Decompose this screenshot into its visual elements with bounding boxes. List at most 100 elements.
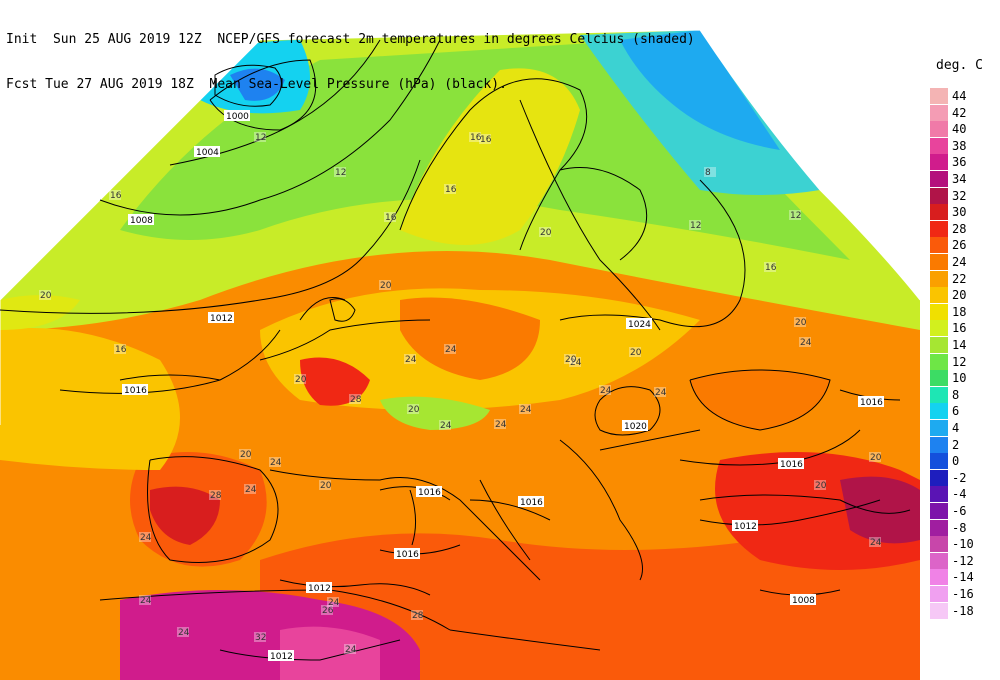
legend-item: 8 bbox=[928, 386, 998, 403]
legend-label: 0 bbox=[952, 454, 960, 469]
legend-label: 40 bbox=[952, 122, 967, 137]
temperature-contour-label: 16 bbox=[385, 213, 397, 223]
legend-label: 2 bbox=[952, 437, 960, 452]
temp-label-bg bbox=[704, 167, 716, 177]
legend-label: -4 bbox=[952, 487, 967, 502]
legend-label: 6 bbox=[952, 404, 960, 419]
temp-label-bg bbox=[254, 632, 266, 642]
legend-label: -8 bbox=[952, 520, 967, 535]
legend-item: 14 bbox=[928, 337, 998, 353]
header-init-line: Init Sun 25 AUG 2019 12Z NCEP/GFS foreca… bbox=[6, 32, 695, 47]
legend-label: -2 bbox=[952, 470, 967, 485]
temperature-contour-label: 28 bbox=[412, 611, 424, 621]
coastlines bbox=[99, 64, 911, 651]
svg-text:1016: 1016 bbox=[418, 488, 441, 498]
temp-label-bg bbox=[327, 597, 339, 607]
temp-label-bg bbox=[654, 387, 666, 397]
temperature-contour-label: 20 bbox=[815, 481, 827, 491]
legend-label: 8 bbox=[952, 387, 960, 402]
temperature-contour-label: 24 bbox=[405, 355, 417, 365]
legend-item: -18 bbox=[928, 602, 998, 619]
temp-label-bg bbox=[114, 344, 126, 354]
legend-item: -14 bbox=[928, 569, 998, 586]
legend-swatch bbox=[930, 220, 948, 237]
temperature-contour-label: 24 bbox=[600, 386, 612, 396]
legend-item: 2 bbox=[928, 436, 998, 453]
isobar-label: 1016 bbox=[858, 396, 884, 408]
legend-label: 38 bbox=[952, 138, 967, 153]
legend-swatch bbox=[930, 154, 948, 171]
legend-swatch bbox=[930, 503, 948, 519]
svg-text:1016: 1016 bbox=[780, 460, 803, 470]
temperature-contour-label: 24 bbox=[328, 598, 340, 608]
temp-label-bg bbox=[444, 184, 456, 194]
legend-label: -16 bbox=[952, 587, 974, 601]
svg-text:1016: 1016 bbox=[124, 386, 147, 396]
temperature-contour-label: 20 bbox=[320, 481, 332, 491]
legend-item: 40 bbox=[928, 121, 998, 138]
temperature-contour-label: 24 bbox=[245, 485, 257, 495]
temp-label-bg bbox=[349, 394, 361, 404]
temperature-contour-label: 24 bbox=[140, 596, 152, 606]
temperature-contour-label: 24 bbox=[495, 420, 507, 430]
legend-item: 42 bbox=[928, 104, 998, 121]
temperature-contour-label: 24 bbox=[440, 421, 452, 431]
temperature-contour-label: 24 bbox=[520, 405, 532, 415]
legend-item: 24 bbox=[928, 254, 998, 270]
legend-swatch bbox=[930, 386, 948, 403]
isobar-label: 1012 bbox=[268, 650, 294, 662]
isobar-label: 1012 bbox=[208, 312, 234, 324]
legend-item: 32 bbox=[928, 187, 998, 204]
temperature-contour-label: 8 bbox=[705, 168, 711, 178]
isobar-label: 1016 bbox=[122, 384, 148, 396]
legend-item: 6 bbox=[928, 403, 998, 420]
temp-label-bg bbox=[569, 357, 581, 367]
legend-label: 10 bbox=[952, 371, 967, 386]
temp-label-bg bbox=[209, 490, 221, 500]
legend-swatch bbox=[930, 187, 948, 204]
legend-item: 44 bbox=[928, 88, 998, 104]
svg-text:1012: 1012 bbox=[308, 584, 331, 594]
temp-label-bg bbox=[177, 627, 189, 637]
temperature-contour-label: 12 bbox=[255, 133, 266, 143]
temperature-contour-label: 16 bbox=[765, 263, 777, 273]
svg-text:1020: 1020 bbox=[624, 422, 647, 432]
temp-label-bg bbox=[384, 212, 396, 222]
legend-swatch bbox=[930, 320, 948, 337]
isobar-label: 1016 bbox=[394, 548, 420, 560]
legend-swatch bbox=[930, 586, 948, 602]
legend-swatch bbox=[930, 303, 948, 320]
temp-label-bg bbox=[334, 167, 346, 177]
legend-swatch bbox=[930, 602, 948, 619]
temperature-contour-label: 16 bbox=[115, 345, 127, 355]
temp-label-bg bbox=[519, 404, 531, 414]
legend-item: 0 bbox=[928, 453, 998, 470]
legend-label: -10 bbox=[952, 537, 974, 552]
legend-label: 4 bbox=[952, 421, 960, 435]
legend-label: 26 bbox=[952, 238, 967, 253]
header-forecast-line: Fcst Tue 27 AUG 2019 18Z Mean Sea-Level … bbox=[6, 77, 507, 92]
legend-swatch bbox=[930, 519, 948, 536]
legend-label: 22 bbox=[952, 271, 967, 286]
legend-item: -8 bbox=[928, 519, 998, 536]
temp-label-bg bbox=[539, 227, 551, 237]
svg-text:1004: 1004 bbox=[196, 148, 219, 158]
legend-swatch bbox=[930, 420, 948, 436]
svg-text:1012: 1012 bbox=[210, 314, 233, 324]
legend-label: 24 bbox=[952, 255, 967, 269]
legend-item: 38 bbox=[928, 137, 998, 154]
temp-label-bg bbox=[494, 419, 506, 429]
legend-swatch bbox=[930, 469, 948, 486]
legend-item: 4 bbox=[928, 420, 998, 436]
temperature-contour-label: 20 bbox=[630, 348, 642, 358]
temp-label-bg bbox=[139, 595, 151, 605]
temp-label-bg bbox=[254, 132, 266, 142]
temperature-contour-label: 12 bbox=[790, 211, 801, 221]
legend-label: -14 bbox=[952, 570, 974, 585]
temperature-contour-label: 28 bbox=[350, 395, 362, 405]
legend-item: 18 bbox=[928, 303, 998, 320]
svg-text:1000: 1000 bbox=[226, 112, 249, 122]
legend-swatch bbox=[930, 237, 948, 254]
temperature-contour-label: 24 bbox=[178, 628, 190, 638]
legend-label: -6 bbox=[952, 504, 967, 518]
